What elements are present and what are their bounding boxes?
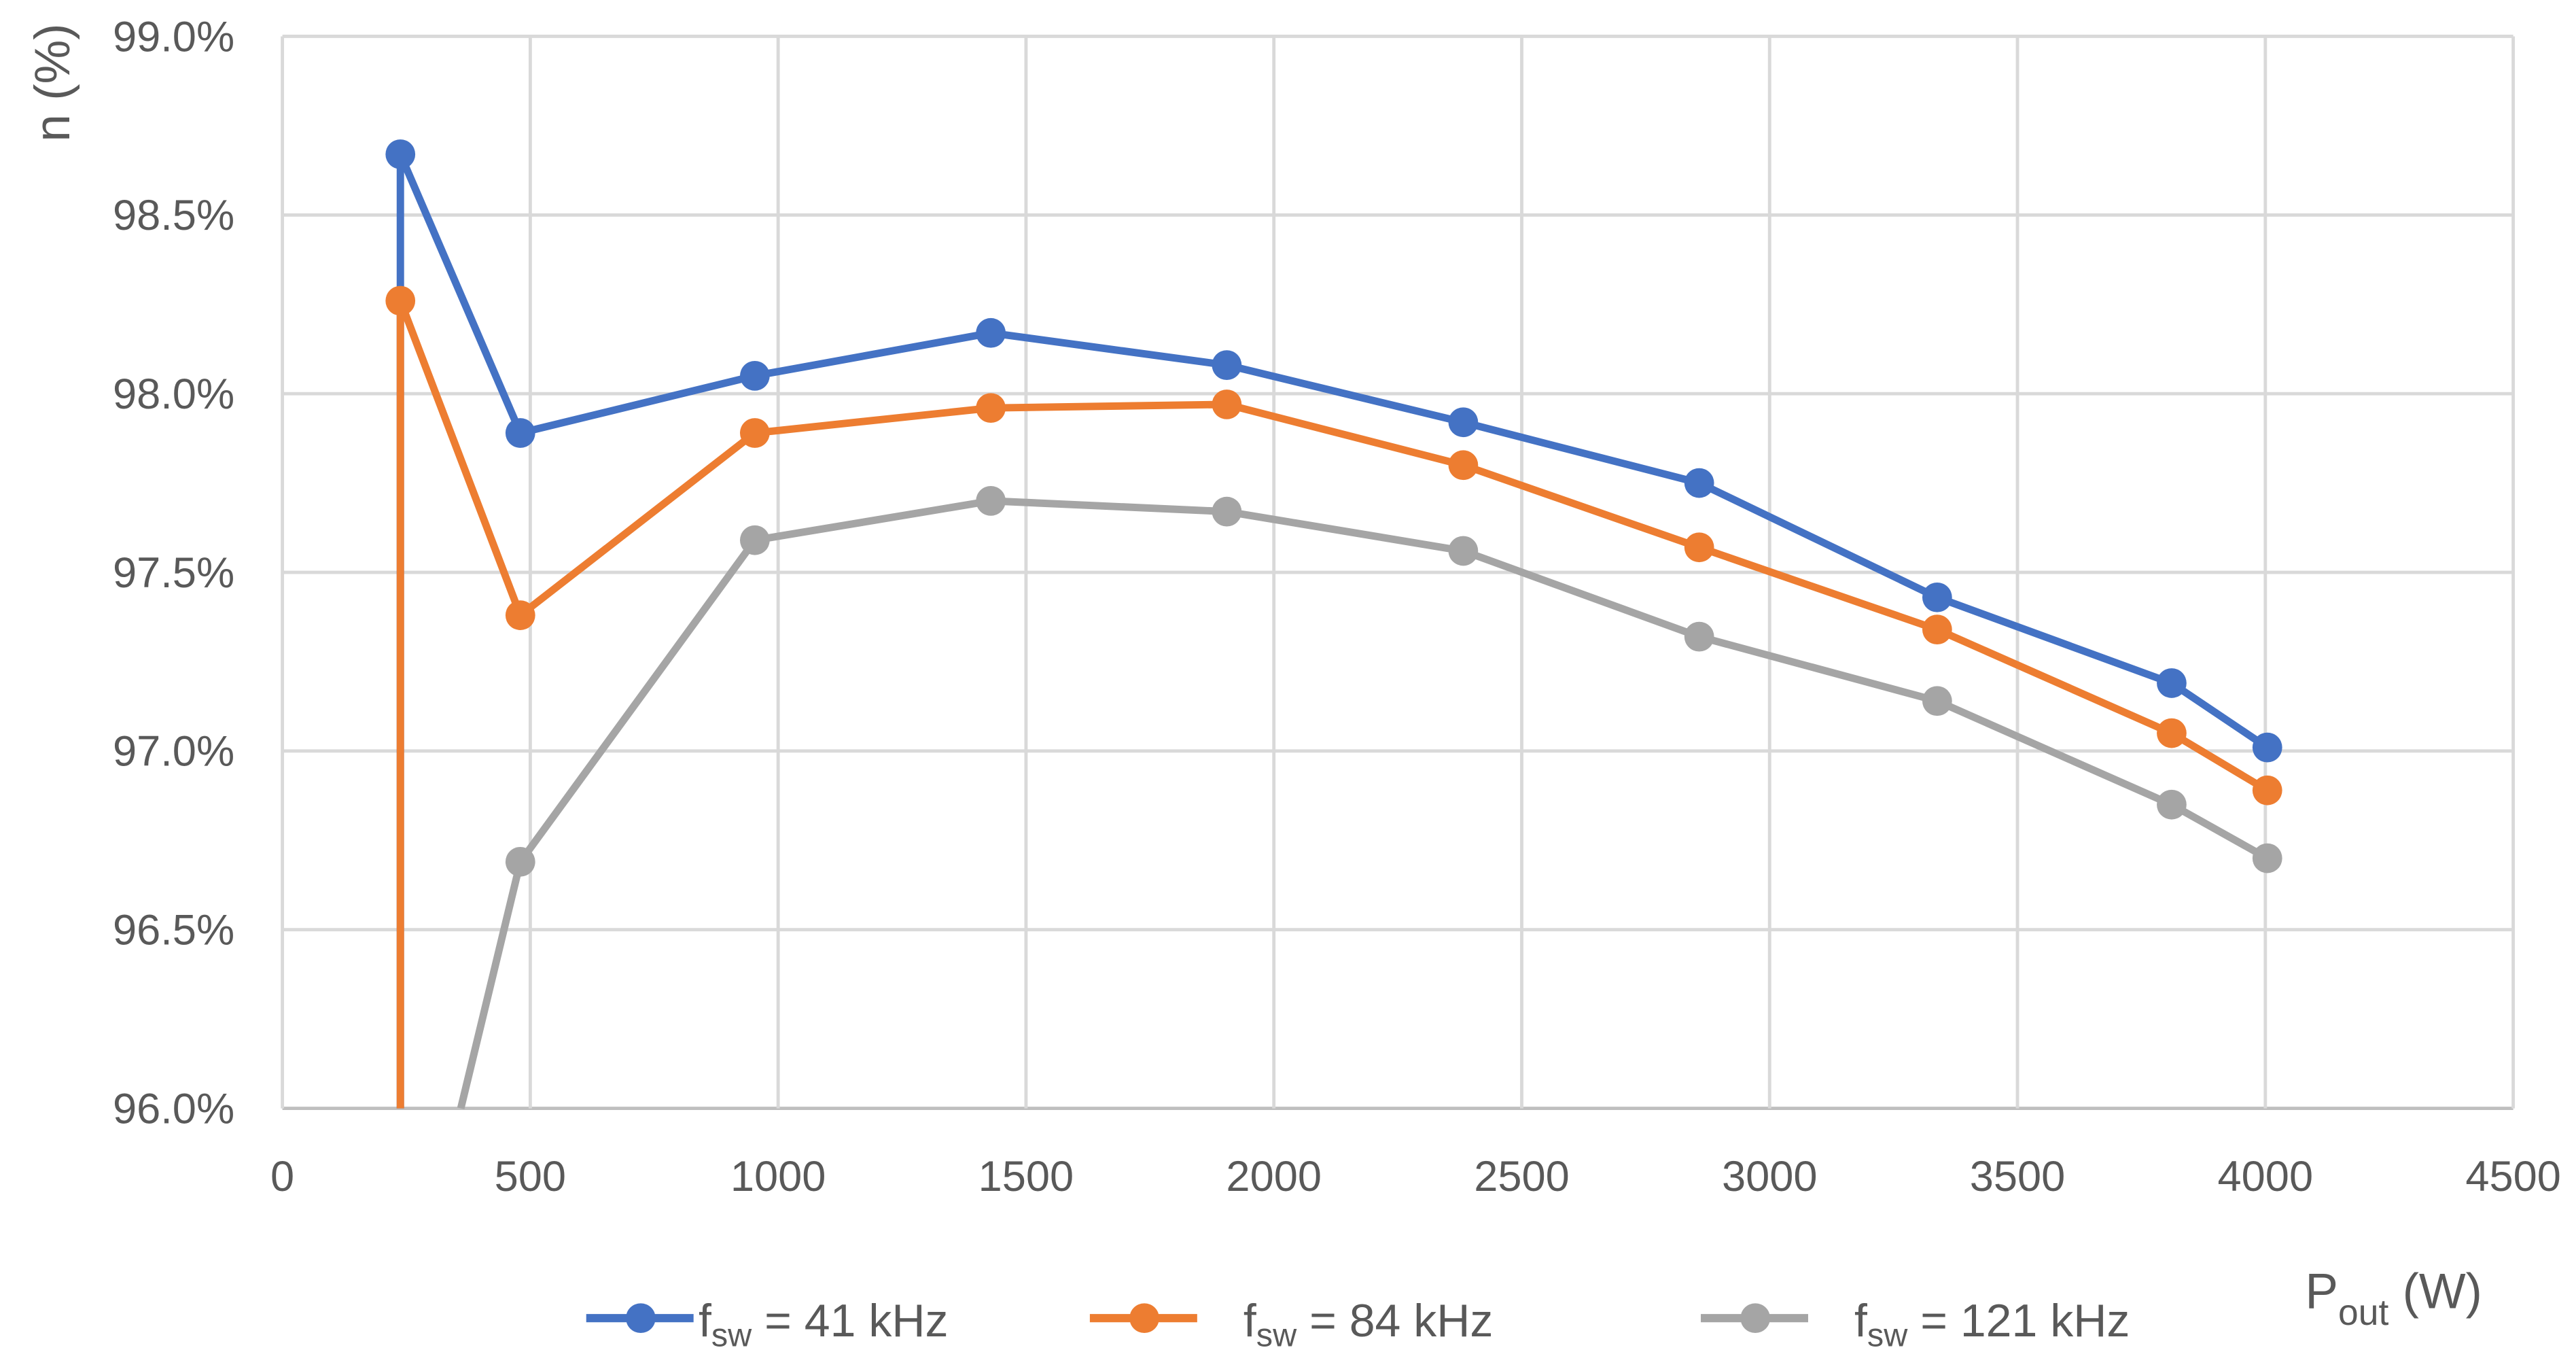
data-point — [1684, 468, 1714, 498]
grid — [281, 35, 2516, 1110]
series-line-0 — [396, 150, 2270, 1109]
data-point — [976, 486, 1006, 516]
data-point — [2157, 789, 2187, 820]
x-tick-label: 4000 — [2218, 1153, 2314, 1200]
data-point — [739, 361, 770, 391]
legend: fsw = 41 kHz fsw = 84 kHz fsw = 121 kHz — [586, 1295, 2130, 1352]
data-point — [505, 418, 535, 448]
data-point — [385, 139, 416, 169]
y-tick-label: 96.0% — [113, 1085, 234, 1132]
legend-marker — [626, 1303, 656, 1334]
data-point — [976, 317, 1006, 348]
y-tick-label: 97.0% — [113, 728, 234, 776]
data-point — [1922, 582, 1952, 612]
series-group — [396, 150, 2270, 1109]
markers-group — [385, 139, 2282, 877]
legend-label: fsw = 121 kHz — [1854, 1295, 2130, 1352]
data-point — [1684, 532, 1714, 563]
data-point — [505, 846, 535, 877]
y-tick-label: 98.0% — [113, 370, 234, 418]
data-point — [1448, 407, 1479, 438]
data-point — [2157, 718, 2187, 748]
data-point — [2157, 668, 2187, 698]
data-point — [1922, 686, 1952, 716]
data-point — [2252, 843, 2282, 873]
data-point — [1684, 621, 1714, 652]
x-tick-label: 3500 — [1970, 1153, 2066, 1200]
x-tick-label: 1000 — [730, 1153, 826, 1200]
data-point — [976, 393, 1006, 423]
data-point — [505, 600, 535, 630]
legend-label: fsw = 84 kHz — [1243, 1295, 1494, 1352]
y-tick-label: 97.5% — [113, 549, 234, 597]
data-point — [739, 418, 770, 448]
data-point — [1448, 536, 1479, 566]
x-tick-label: 2500 — [1474, 1153, 1570, 1200]
data-point — [739, 525, 770, 555]
legend-marker — [1129, 1303, 1159, 1334]
data-point — [1212, 496, 1242, 527]
data-point — [1212, 389, 1242, 419]
x-tick-label: 1500 — [978, 1153, 1074, 1200]
y-tick-labels: 96.0% 96.5% 97.0% 97.5% 98.0% 98.5% 99.0% — [113, 13, 234, 1132]
y-tick-label: 98.5% — [113, 192, 234, 239]
data-point — [1922, 614, 1952, 644]
series-line-1 — [396, 297, 2270, 1109]
data-point — [2252, 775, 2282, 805]
y-tick-label: 96.5% — [113, 907, 234, 954]
data-point — [2252, 732, 2282, 763]
x-tick-label: 3000 — [1722, 1153, 1818, 1200]
data-point — [385, 285, 416, 316]
y-tick-label: 99.0% — [113, 13, 234, 60]
x-tick-label: 4500 — [2465, 1153, 2561, 1200]
x-tick-label: 0 — [270, 1153, 294, 1200]
x-tick-label: 500 — [495, 1153, 566, 1200]
x-tick-labels: 0 500 1000 1500 2000 2500 3000 3500 4000 4500 — [270, 1153, 2561, 1200]
y-axis-label: n (%) — [25, 23, 80, 141]
x-axis-label: Pout (W) — [2305, 1264, 2482, 1333]
data-point — [1212, 350, 1242, 380]
series-line-2 — [457, 497, 2270, 1109]
data-point — [1448, 450, 1479, 481]
legend-marker — [1740, 1303, 1771, 1334]
legend-label: fsw = 41 kHz — [699, 1295, 949, 1352]
x-tick-label: 2000 — [1226, 1153, 1322, 1200]
